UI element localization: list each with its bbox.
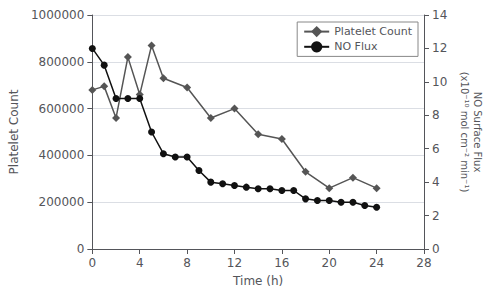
svg-text:2: 2 [432,209,440,223]
svg-text:28: 28 [416,256,431,270]
svg-text:16: 16 [274,256,289,270]
svg-text:800000: 800000 [39,55,85,69]
svg-text:NO Flux: NO Flux [334,40,378,53]
svg-text:20: 20 [322,256,337,270]
svg-text:10: 10 [432,75,447,89]
svg-text:0: 0 [77,242,85,256]
svg-text:8: 8 [183,256,191,270]
svg-text:400000: 400000 [39,148,85,162]
svg-text:Platelet Count: Platelet Count [334,25,412,38]
svg-text:14: 14 [432,8,447,22]
svg-text:6: 6 [432,142,440,156]
svg-text:NO Surface Flux: NO Surface Flux [472,92,483,173]
svg-text:12: 12 [432,41,447,55]
svg-text:8: 8 [432,108,440,122]
svg-text:4: 4 [432,175,440,189]
svg-text:4: 4 [136,256,144,270]
svg-text:(x10⁻¹⁰ mol cm⁻² min⁻¹): (x10⁻¹⁰ mol cm⁻² min⁻¹) [459,72,470,193]
svg-text:600000: 600000 [39,102,85,116]
svg-text:Time (h): Time (h) [232,274,283,288]
svg-text:200000: 200000 [39,195,85,209]
svg-text:0: 0 [89,256,97,270]
svg-text:24: 24 [369,256,384,270]
svg-text:1000000: 1000000 [31,8,84,22]
svg-text:0: 0 [432,242,440,256]
svg-text:12: 12 [227,256,242,270]
svg-text:Platelet Count: Platelet Count [7,89,21,174]
